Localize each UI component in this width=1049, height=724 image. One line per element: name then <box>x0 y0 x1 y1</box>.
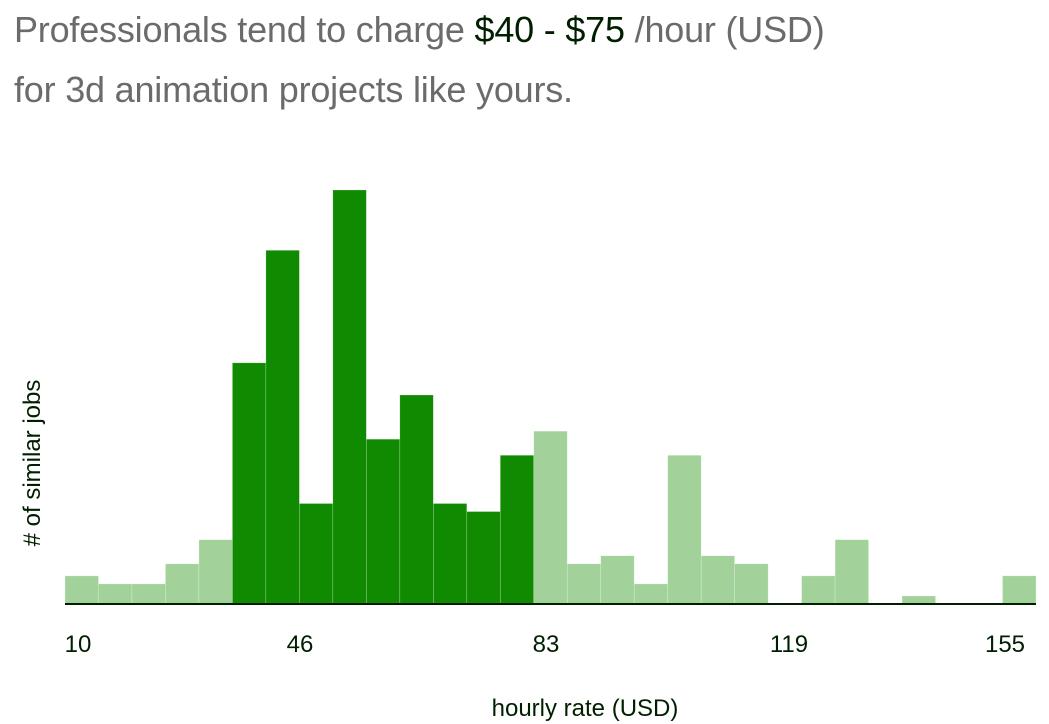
histogram-bar <box>533 430 568 605</box>
histogram-bar-highlighted <box>433 503 468 605</box>
histogram-bar-highlighted <box>366 438 401 605</box>
histogram-bar <box>667 454 702 605</box>
headline-suffix: /hour (USD) <box>634 9 825 50</box>
histogram-bar <box>734 563 769 605</box>
histogram-bar-highlighted <box>499 454 535 605</box>
x-tick-label: 83 <box>533 631 560 658</box>
x-tick-label: 119 <box>770 631 808 658</box>
headline-line-2: for 3d animation projects like yours. <box>14 69 573 110</box>
histogram-bar <box>901 595 936 605</box>
headline-line-1: Professionals tend to charge $40 - $75 /… <box>14 0 1034 60</box>
histogram-bar <box>834 539 869 605</box>
histogram-bar <box>633 583 668 605</box>
y-axis-label: # of similar jobs <box>19 380 46 547</box>
x-tick-label: 155 <box>985 631 1025 658</box>
headline-rate-range: $40 - $75 <box>474 9 626 50</box>
headline: Professionals tend to charge $40 - $75 /… <box>14 0 1034 120</box>
x-tick-label: 10 <box>65 631 92 658</box>
histogram-bar-highlighted <box>265 249 300 605</box>
histogram-bar <box>165 563 200 605</box>
histogram-bar <box>64 575 99 605</box>
histogram-bar-highlighted <box>399 394 434 605</box>
histogram-bar <box>198 539 233 605</box>
histogram-bar <box>1002 575 1037 605</box>
histogram-bar <box>600 555 635 605</box>
headline-prefix: Professionals tend to charge <box>14 9 465 50</box>
histogram-bar <box>131 583 166 605</box>
histogram-bar <box>98 583 133 605</box>
x-tick-label: 46 <box>287 631 314 658</box>
histogram-bar-highlighted <box>232 362 267 605</box>
x-axis-ticks: 10 46 83 119 155 <box>65 631 1025 658</box>
histogram-bar-highlighted <box>466 511 501 605</box>
histogram-bar <box>700 555 735 605</box>
histogram-bar-highlighted <box>299 503 334 605</box>
x-axis-label: hourly rate (USD) <box>492 695 679 722</box>
histogram-bar <box>801 575 836 605</box>
histogram-bar <box>566 563 602 605</box>
histogram-bar-highlighted <box>332 189 367 605</box>
histogram-bars <box>64 189 1037 605</box>
